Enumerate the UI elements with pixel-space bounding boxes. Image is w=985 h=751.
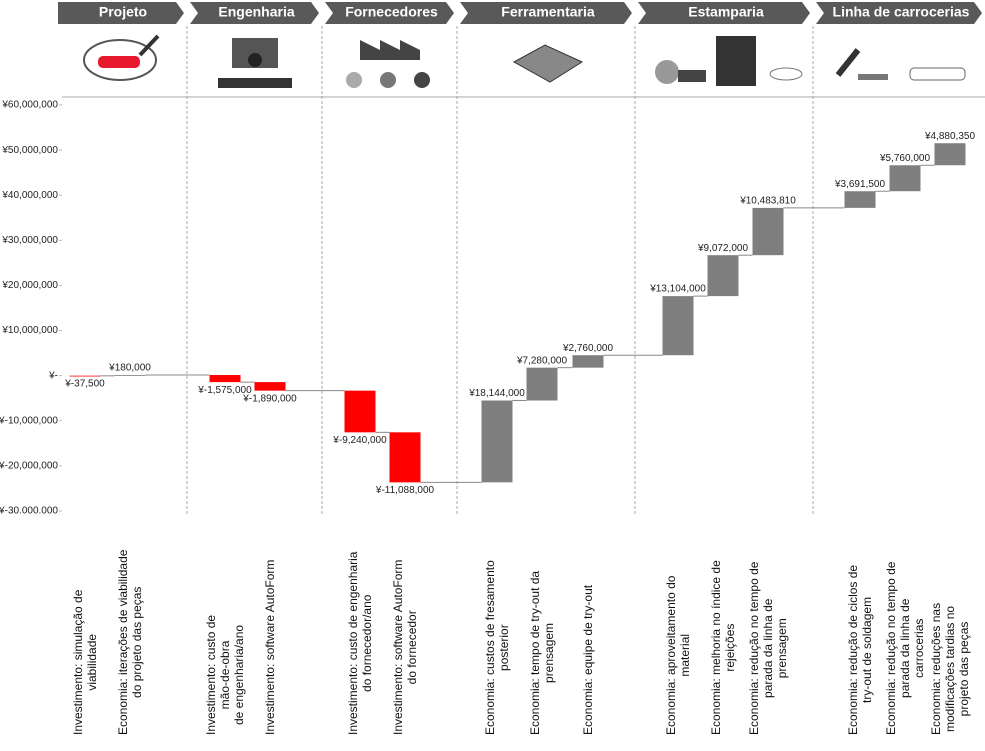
bar: [481, 400, 513, 483]
value-label: ¥7,280,000: [516, 355, 567, 366]
icon-part: [769, 67, 803, 81]
bar: [526, 367, 558, 401]
group-label: Linha de carrocerias: [833, 4, 970, 20]
icon-dot: [346, 72, 362, 88]
value-label: ¥-1,575,000: [197, 385, 252, 396]
y-tick-label: ¥-20,000,000: [0, 461, 58, 472]
value-label: ¥18,144,000: [468, 388, 525, 399]
group-header: [460, 2, 632, 24]
group-label: Fornecedores: [345, 4, 438, 20]
x-tick-label: Investimento: custo de engenharia do for…: [346, 551, 374, 735]
icon-base: [858, 74, 888, 80]
x-tick-label: Investimento: software AutoForm do forne…: [391, 559, 419, 735]
bar: [114, 375, 146, 376]
value-label: ¥-37,500: [64, 378, 105, 389]
x-tick-label: Investimento: software AutoForm: [263, 559, 277, 735]
bar: [209, 375, 241, 383]
icon-die: [512, 44, 584, 83]
value-label: ¥9,072,000: [697, 243, 748, 254]
x-tick-label: Economia: redução no tempo de parada da …: [884, 561, 926, 735]
x-tick-label: Economia: tempo de try-out da prensagem: [528, 570, 556, 735]
x-tick-label: Economia: iterações de viabilidade do pr…: [116, 549, 144, 735]
icons: [83, 34, 966, 88]
group-label: Estamparia: [688, 4, 764, 20]
value-label: ¥2,760,000: [562, 343, 613, 354]
x-tick-label: Investimento: custo de mão-de-obra de en…: [204, 614, 246, 735]
y-tick-label: ¥50,000,000: [1, 145, 58, 156]
value-label: ¥5,760,000: [879, 153, 930, 164]
y-tick-label: ¥-10,000,000: [0, 415, 58, 426]
group-label: Projeto: [99, 4, 147, 20]
group-header: [325, 2, 454, 24]
x-tick-label: Economia: equipe de try-out: [581, 584, 595, 735]
bar: [934, 143, 966, 166]
x-tick-label: Economia: reduções nas modificações tard…: [929, 602, 971, 735]
bar: [389, 432, 421, 483]
x-tick-label: Economia: redução de ciclos de try-out d…: [846, 564, 874, 735]
x-tick-label: Economia: aproveitamento do material: [664, 575, 692, 735]
x-tick-label: Economia: custos de fresamento posterior: [483, 560, 511, 735]
icon-factory: [360, 40, 420, 60]
group-header: [638, 2, 810, 24]
icon-robot: [835, 48, 861, 77]
group-header: [816, 2, 982, 24]
y-tick-label: ¥10,000,000: [1, 325, 58, 336]
y-tick-label: ¥60,000,000: [1, 100, 58, 111]
x-tick-label: Economia: redução no tempo de parada da …: [747, 561, 789, 735]
bar: [254, 382, 286, 391]
icon-pen: [138, 34, 160, 57]
y-tick-label: ¥-: [48, 370, 58, 381]
icon-dot: [380, 72, 396, 88]
group-header: [190, 2, 319, 24]
y-tick-label: ¥20,000,000: [1, 280, 58, 291]
icon-car: [98, 56, 140, 68]
y-tick-label: ¥-30.000.000: [0, 506, 58, 517]
value-label: ¥180,000: [108, 363, 151, 374]
icon-person: [248, 53, 262, 67]
x-tick-label: Investimento: simulação de viabilidade: [71, 589, 99, 735]
group-label: Engenharia: [218, 4, 294, 20]
bar: [707, 255, 739, 297]
icon-coil: [655, 60, 679, 84]
value-label: ¥13,104,000: [649, 284, 706, 295]
icon-desk: [218, 78, 292, 88]
value-label: ¥-1,890,000: [242, 393, 297, 404]
value-label: ¥4,880,350: [924, 131, 975, 142]
bar: [69, 375, 101, 377]
bar: [344, 390, 376, 433]
value-label: ¥3,691,500: [834, 179, 885, 190]
group-label: Ferramentaria: [501, 4, 595, 20]
bar: [572, 355, 604, 368]
bar: [752, 207, 784, 256]
icon-dot: [414, 72, 430, 88]
value-label: ¥10,483,810: [739, 196, 796, 207]
icon-body: [909, 67, 966, 81]
y-tick-label: ¥30,000,000: [1, 235, 58, 246]
icon-press: [716, 36, 756, 86]
x-tick-label: Economia: melhoria no índice de rejeiçõe…: [709, 560, 737, 735]
bar: [844, 191, 876, 208]
bar: [889, 165, 921, 192]
y-tick-label: ¥40,000,000: [1, 190, 58, 201]
bar: [662, 296, 694, 356]
value-label: ¥-9,240,000: [332, 435, 387, 446]
icon-machine: [678, 70, 706, 82]
group-header: [58, 2, 184, 24]
value-label: ¥-11,088,000: [375, 485, 435, 496]
